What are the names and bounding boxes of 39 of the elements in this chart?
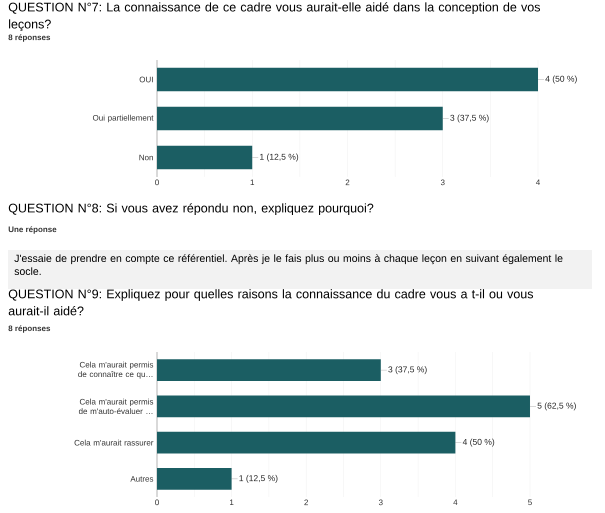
bar [157,146,252,170]
x-tick-label: 3 [378,500,383,506]
data-label: 3 (37,5 %) [450,114,489,122]
bar [157,396,530,418]
data-label: 3 (37,5 %) [388,366,427,374]
bar [157,68,538,92]
bar [157,106,443,130]
text: 8 réponses [8,325,50,333]
x-tick-label: 2 [346,180,350,186]
data-label: 5 (62,5 %) [538,402,576,410]
x-tick-label: 2 [304,500,308,506]
data-label: 1 (12,5 %) [260,154,298,162]
bar [157,432,456,454]
chart-title: QUESTION N°7: La connaissance de ce cadre vous aurait-elle aidé dans la conception de vos leçons? [8,2,540,32]
text: Une réponse [8,226,56,234]
x-tick-label: 5 [528,500,532,506]
bar [157,468,232,490]
data-label: 4 (50 %) [545,76,577,84]
x-tick-label: 4 [453,500,458,506]
y-tick-label: Non [139,154,153,160]
y-tick-label: Cela m'aurait rassurer [74,440,154,446]
x-tick-label: 4 [536,180,540,186]
data-label: 1 (12,5 %) [239,474,278,483]
data-label: 4 (50 %) [462,438,494,447]
text: 8 réponses [8,34,50,42]
y-tick-label: Autres [130,476,154,482]
x-tick-label: 0 [155,500,159,506]
x-tick-label: 1 [250,180,254,186]
text: J'essaie de prendre en compte ce référentiel. Après je le fais plus ou moins à chaque leçon en suivant également le socle. [14,254,563,276]
x-tick-label: 3 [440,180,445,186]
x-tick-label: 0 [155,180,159,186]
text: QUESTION N°8: Si vous avez répondu non, expliquez pourquoi? [8,203,374,215]
y-tick-label: Cela m'aurait permis de connaître ce qu… [78,362,154,379]
x-tick-label: 1 [230,500,234,506]
y-tick-label: Cela m'aurait permis de m'auto-évaluer … [78,398,154,414]
y-tick-label: OUI [140,76,153,82]
y-tick-label: Oui partiellement [92,114,154,122]
bar [157,359,381,381]
chart-title: QUESTION N°9: Expliquez pour quelles raisons la connaissance du cadre vous a t-il ou vous aurait-il aidé? [8,289,534,316]
